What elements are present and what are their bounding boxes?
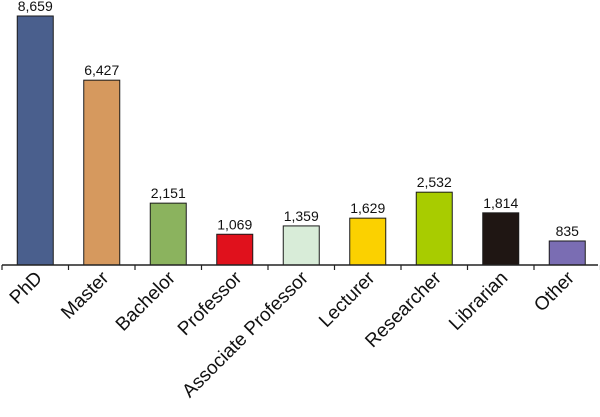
category-label: Bachelor (112, 267, 180, 335)
bar-librarian (482, 212, 520, 266)
x-axis-ticks (1, 265, 600, 270)
data-label: 8,659 (18, 0, 53, 14)
category-label: Associate Professor (178, 267, 313, 402)
bar-other (548, 240, 586, 266)
bar-master (83, 79, 121, 266)
data-label: 1,359 (284, 208, 319, 224)
bar-lecturer (349, 217, 387, 266)
bar-professor (216, 233, 254, 266)
data-label: 6,427 (84, 62, 119, 78)
data-label: 2,151 (151, 185, 186, 201)
bar-phd (16, 15, 54, 266)
data-label: 1,629 (350, 200, 385, 216)
data-label: 835 (556, 223, 580, 239)
bar-associate-professor (282, 225, 320, 266)
data-label: 1,069 (217, 216, 252, 232)
data-label: 2,532 (417, 174, 452, 190)
data-label: 1,814 (483, 195, 518, 211)
value-labels-group: 8,659 6,427 2,151 1,069 1,359 1,629 2,532 1,814… (18, 0, 579, 239)
category-label: Other (530, 267, 579, 316)
category-label: PhD (6, 268, 47, 309)
category-label: Librarian (445, 268, 512, 335)
bar-researcher (415, 191, 453, 266)
category-label: Lecturer (315, 267, 380, 332)
bars-group (16, 15, 586, 266)
bar-bachelor (149, 202, 187, 266)
category-label: Master (57, 267, 113, 323)
